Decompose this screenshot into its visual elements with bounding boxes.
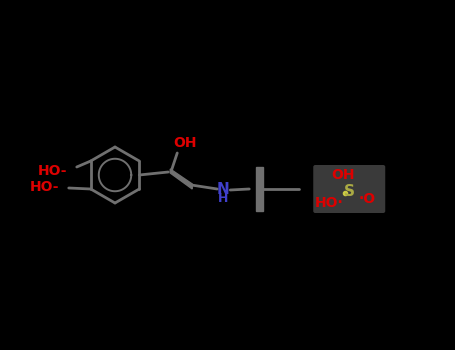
Text: OH: OH [173,136,197,150]
Text: H: H [218,193,228,205]
Text: S: S [344,183,355,198]
Text: HO·: HO· [315,196,344,210]
Text: N: N [217,182,230,196]
Polygon shape [256,167,263,211]
Polygon shape [170,169,192,189]
Text: OH: OH [332,168,355,182]
FancyBboxPatch shape [313,165,385,213]
Text: HO-: HO- [37,164,67,178]
Text: HO-: HO- [29,180,59,194]
Text: ·O: ·O [359,192,376,206]
